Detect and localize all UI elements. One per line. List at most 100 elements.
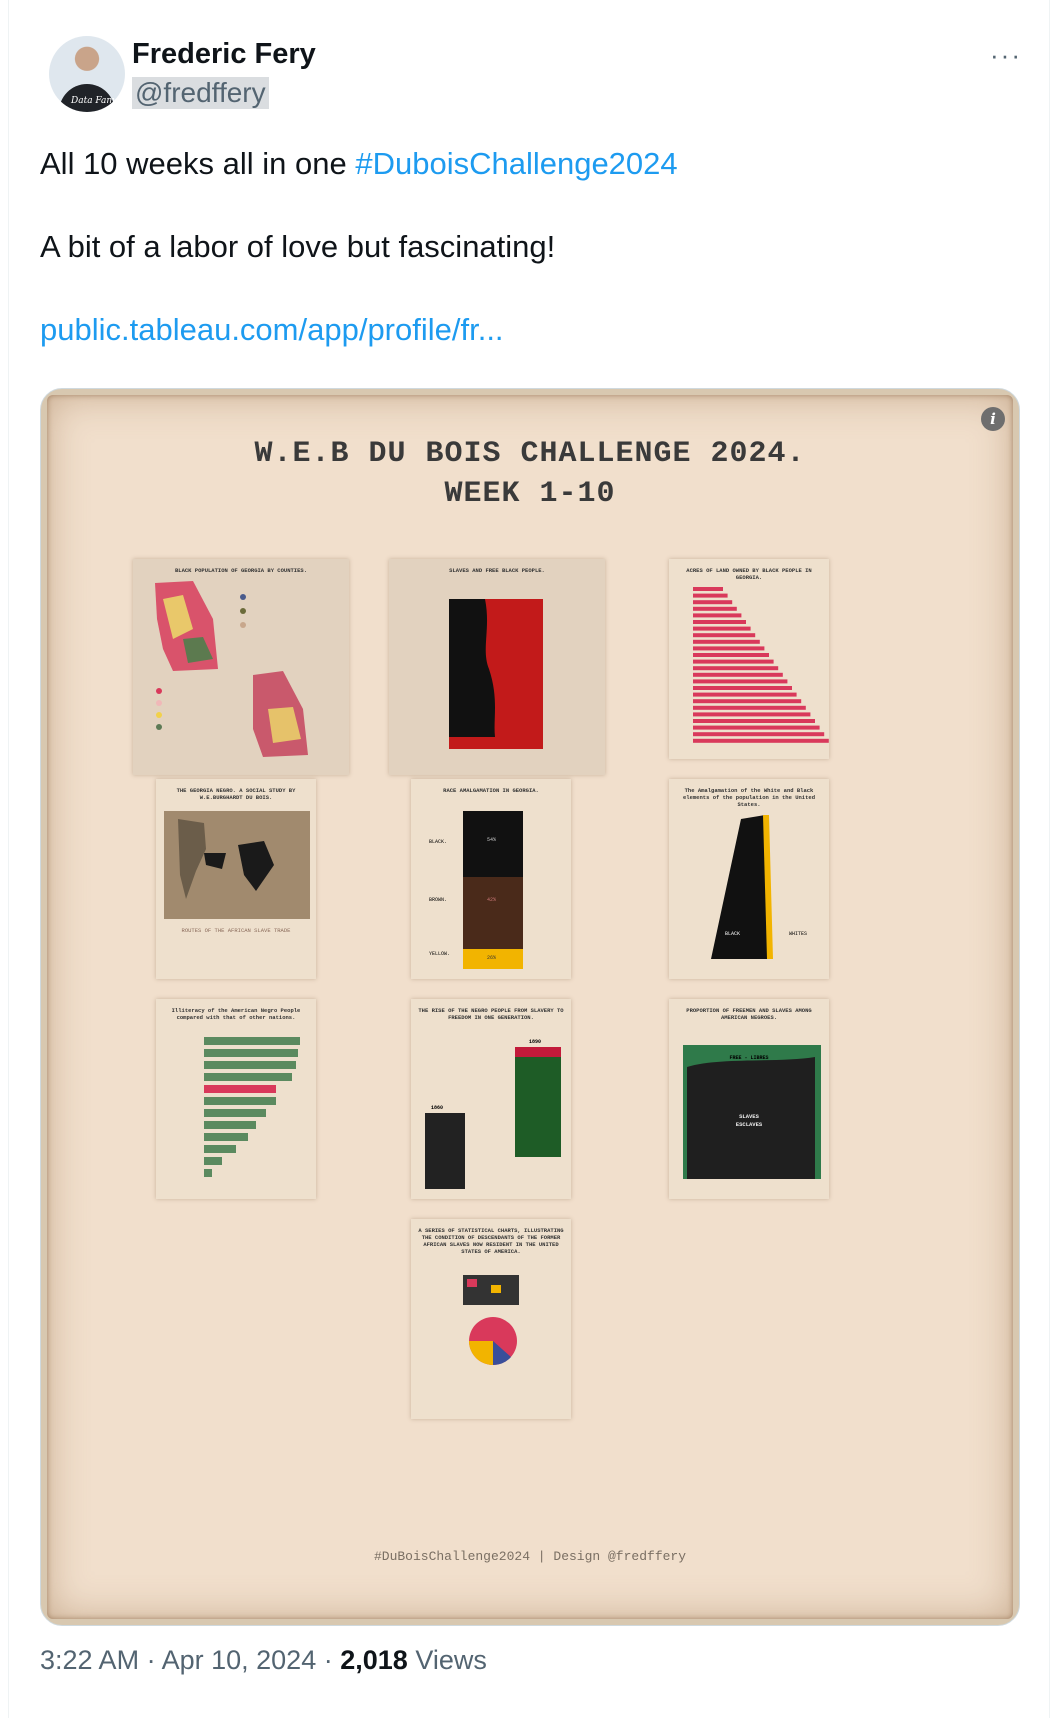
tweet-time[interactable]: 3:22 AM	[40, 1645, 140, 1675]
bar-1890	[515, 1047, 561, 1157]
poster-title: W.E.B DU BOIS CHALLENGE 2024.	[254, 437, 806, 471]
map-1870-region2	[183, 637, 213, 663]
meta-separator: ·	[146, 1645, 162, 1675]
panel-week7: Illiteracy of the American Negro People …	[156, 999, 316, 1199]
tweet-card: Data Fam	[8, 0, 1050, 1718]
panel-title: PROPORTION OF FREEMEN AND SLAVES AMONG A…	[686, 1007, 812, 1021]
panel-title: ACRES OF LAND OWNED BY BLACK PEOPLE IN G…	[686, 567, 812, 581]
pie-slice	[493, 1341, 511, 1366]
slaves-area	[687, 1057, 815, 1179]
us-map-region	[467, 1279, 477, 1287]
illiteracy-bar	[204, 1085, 276, 1093]
panel-week4: THE GEORGIA NEGRO. A SOCIAL STUDY BY W.E…	[156, 779, 316, 979]
tweet-date[interactable]: Apr 10, 2024	[161, 1645, 317, 1675]
black-label: BLACK	[725, 931, 741, 937]
legend-dot	[240, 622, 246, 628]
acres-bar	[693, 626, 751, 631]
slaves-label: SLAVES	[739, 1113, 759, 1120]
acres-bar	[693, 646, 765, 651]
panel-week9: PROPORTION OF FREEMEN AND SLAVES AMONG A…	[669, 999, 829, 1199]
map-1870-region	[163, 595, 193, 639]
views-count: 2,018	[340, 1645, 408, 1675]
tweet-url-link[interactable]: public.tableau.com/app/profile/fr...	[40, 312, 504, 347]
map-1880-region	[268, 707, 301, 743]
acres-bar	[693, 686, 792, 690]
tweet-media-image[interactable]: i W.E.B DU BOIS CHALLENGE 2024. WEEK 1-1…	[40, 388, 1020, 1626]
africa	[238, 841, 274, 891]
acres-bar	[693, 613, 742, 618]
bar-1890-top	[515, 1047, 561, 1057]
panel-title: Illiteracy of the American Negro People …	[171, 1007, 301, 1021]
black-bar	[463, 811, 523, 877]
acres-bar	[693, 719, 815, 723]
panel-week2: SLAVES AND FREE BLACK PEOPLE.	[389, 559, 605, 775]
mulatto-area	[763, 815, 773, 959]
author-name[interactable]: Frederic Fery	[132, 38, 316, 70]
brown-bar	[463, 877, 523, 949]
rise-chart	[425, 1047, 561, 1189]
free-slaves-chart	[683, 1045, 821, 1179]
acres-bar	[693, 587, 723, 591]
more-options-icon[interactable]: ···	[990, 40, 1022, 70]
avatar[interactable]: Data Fam	[49, 36, 125, 112]
panel-week1: BLACK POPULATION OF GEORGIA BY COUNTIES.	[133, 559, 349, 775]
yellow-bar	[463, 949, 523, 969]
illiteracy-bar	[204, 1145, 236, 1153]
illiteracy-bar	[204, 1097, 276, 1105]
poster-subtitle: WEEK 1-10	[444, 477, 616, 511]
acres-bar	[693, 732, 825, 737]
acres-bar-chart	[693, 587, 829, 743]
acres-bar	[693, 725, 820, 730]
acres-bar	[693, 738, 829, 743]
acres-bar	[693, 705, 806, 710]
acres-bar	[693, 633, 756, 638]
whites-label: WHITES	[789, 931, 808, 937]
americas	[178, 819, 206, 899]
routes-label: ROUTES OF THE AFRICAN SLAVE TRADE	[181, 927, 291, 934]
avatar-shirt-text: Data Fam	[71, 96, 115, 106]
tweet-meta: 3:22 AM · Apr 10, 2024 · 2,018 Views	[40, 1645, 487, 1718]
georgia-maps	[155, 581, 308, 757]
panel-title: The Amalgamation of the White and Black …	[682, 787, 816, 808]
brown-value: 42%	[487, 897, 497, 903]
illiteracy-bar	[204, 1109, 266, 1117]
world-map	[164, 811, 310, 919]
illiteracy-bar	[204, 1121, 256, 1129]
legend-dot	[156, 712, 162, 718]
info-icon[interactable]: i	[981, 407, 1005, 431]
panel-title: RACE AMALGAMATION IN GEORGIA.	[443, 787, 539, 794]
panel-title: SLAVES AND FREE BLACK PEOPLE.	[449, 567, 545, 574]
illiteracy-bar	[204, 1049, 298, 1057]
acres-bar	[693, 699, 802, 704]
label-1890: 1890	[529, 1039, 542, 1045]
illiteracy-bar-chart	[204, 1037, 300, 1177]
slaves-free-chart	[449, 599, 543, 749]
georgia-inset	[204, 853, 226, 869]
us-map-pie	[463, 1275, 519, 1366]
acres-bar	[693, 620, 746, 624]
illiteracy-bar	[204, 1157, 222, 1165]
illiteracy-bar	[204, 1037, 300, 1045]
acres-bar	[693, 666, 779, 671]
panel-week10: A SERIES OF STATISTICAL CHARTS, ILLUSTRA…	[411, 1219, 571, 1419]
panel-title: A SERIES OF STATISTICAL CHARTS, ILLUSTRA…	[418, 1227, 564, 1255]
tweet-text-line1: All 10 weeks all in one #DuboisChallenge…	[40, 146, 678, 182]
acres-bar	[693, 600, 733, 605]
slaves-area	[449, 599, 495, 737]
legend-dot	[240, 594, 246, 600]
acres-bar	[693, 712, 811, 717]
illiteracy-bar	[204, 1169, 212, 1177]
yellow-label: YELLOW.	[429, 951, 451, 957]
acres-bar	[693, 653, 769, 657]
race-amalgamation-chart	[463, 811, 523, 969]
author-handle[interactable]: @fredffery	[132, 77, 269, 109]
views-label: Views	[415, 1645, 487, 1675]
acres-bar	[693, 606, 737, 611]
illiteracy-bar	[204, 1073, 292, 1081]
hashtag-link[interactable]: #DuboisChallenge2024	[355, 146, 678, 181]
black-area	[711, 815, 769, 959]
avatar-shirt: Data Fam	[59, 84, 115, 112]
panel-title: BLACK POPULATION OF GEORGIA BY COUNTIES.	[174, 567, 308, 574]
us-map-region	[491, 1285, 501, 1293]
bar-1860	[425, 1113, 465, 1189]
